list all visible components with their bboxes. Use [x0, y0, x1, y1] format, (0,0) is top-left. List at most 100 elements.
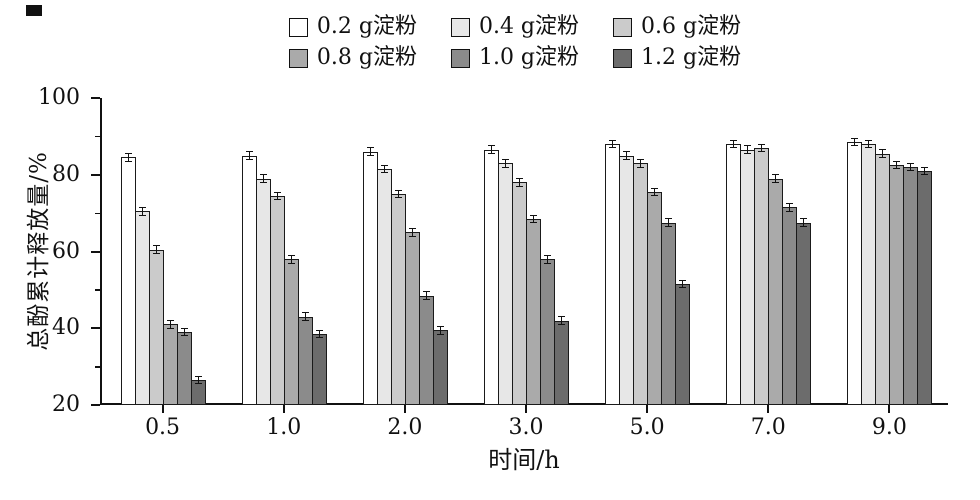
error-bar-cap-bottom	[744, 153, 752, 155]
error-bar-cap-bottom	[893, 168, 901, 170]
bar-0.2g淀粉-t2.0	[362, 151, 378, 405]
error-bar	[369, 147, 371, 156]
error-bar-cap-top	[758, 143, 766, 145]
legend-item-1.2 g淀粉: 1.2 g淀粉	[613, 47, 741, 69]
bar-1.0g淀粉-t7.0	[782, 207, 798, 405]
y-axis-major-tick	[91, 173, 100, 176]
error-bar-cap-bottom	[786, 210, 794, 212]
error-bar	[775, 174, 777, 183]
error-bar	[626, 151, 628, 160]
error-bar	[183, 328, 185, 336]
error-bar-cap-bottom	[665, 226, 673, 228]
error-bar-cap-top	[245, 151, 253, 153]
error-bar-cap-bottom	[730, 147, 738, 149]
error-bar-cap-top	[124, 153, 132, 155]
error-bar	[127, 153, 129, 162]
error-bar-cap-top	[851, 137, 859, 139]
bar-1.2g淀粉-t2.0	[432, 330, 448, 405]
error-bar	[248, 151, 250, 160]
error-bar	[155, 245, 157, 254]
y-axis-major-tick	[91, 404, 100, 406]
error-bar	[668, 218, 670, 227]
y-tick-label: 100	[38, 85, 80, 110]
legend-item-0.6 g淀粉: 0.6 g淀粉	[613, 16, 741, 38]
error-bar-cap-bottom	[651, 195, 659, 197]
error-bar-cap-bottom	[851, 145, 859, 147]
error-bar-cap-top	[665, 218, 673, 220]
error-bar-cap-bottom	[609, 147, 617, 149]
error-bar-cap-top	[502, 158, 509, 160]
x-axis-tick	[282, 405, 285, 413]
error-bar-cap-top	[800, 218, 808, 220]
legend-label: 0.6 g淀粉	[641, 14, 742, 39]
error-bar-cap-top	[408, 227, 416, 229]
bar-0.2g淀粉-t7.0	[726, 144, 742, 405]
y-tick-label: 60	[52, 238, 80, 264]
error-bar	[924, 167, 926, 175]
bar-0.8g淀粉-t9.0	[889, 165, 905, 405]
error-bar-cap-bottom	[558, 323, 565, 325]
error-bar-cap-top	[287, 254, 295, 256]
legend-label: 1.2 g淀粉	[641, 45, 742, 70]
error-bar-cap-bottom	[287, 262, 295, 264]
bar-0.8g淀粉-t0.5	[162, 324, 178, 405]
error-bar-cap-top	[865, 139, 873, 141]
bar-0.8g淀粉-t7.0	[768, 178, 784, 405]
error-bar	[612, 140, 614, 148]
y-tick-label: 20	[52, 392, 80, 417]
error-bar-cap-top	[558, 316, 565, 318]
error-bar-cap-bottom	[488, 153, 495, 155]
bar-0.4g淀粉-t2.0	[376, 168, 392, 405]
error-bar-cap-bottom	[422, 298, 430, 300]
bar-1.0g淀粉-t3.0	[540, 259, 555, 405]
error-bar-cap-top	[301, 312, 309, 314]
error-bar	[682, 280, 684, 288]
bar-0.6g淀粉-t9.0	[875, 153, 891, 405]
error-bar	[290, 255, 292, 263]
x-axis-tick	[403, 405, 406, 413]
bar-0.2g淀粉-t1.0	[241, 155, 257, 405]
error-bar	[896, 161, 898, 169]
error-bar-cap-top	[907, 162, 915, 164]
y-axis-minor-tick	[95, 135, 100, 138]
error-bar	[397, 190, 399, 198]
y-axis-major-tick	[91, 327, 100, 330]
bar-1.2g淀粉-t9.0	[917, 170, 933, 405]
x-axis-label: 时间/h	[488, 446, 560, 474]
bar-0.4g淀粉-t3.0	[498, 163, 513, 405]
error-bar-cap-top	[623, 151, 631, 153]
bar-0.4g淀粉-t9.0	[861, 144, 877, 405]
bar-0.2g淀粉-t9.0	[847, 142, 863, 405]
bar-1.0g淀粉-t1.0	[297, 316, 313, 405]
bar-0.2g淀粉-t0.5	[120, 157, 136, 405]
y-tick-label: 40	[52, 315, 80, 341]
error-bar-cap-top	[194, 375, 202, 377]
x-tick-label: 2.0	[387, 415, 423, 440]
error-bar	[640, 159, 642, 168]
error-bar	[747, 145, 749, 154]
legend-label: 0.2 g淀粉	[316, 14, 417, 39]
error-bar-cap-top	[488, 145, 495, 147]
error-bar-cap-top	[921, 166, 929, 168]
error-bar	[789, 203, 791, 212]
y-axis-major-tick	[91, 250, 100, 253]
bar-0.4g淀粉-t1.0	[255, 178, 271, 405]
error-bar-cap-top	[152, 245, 160, 247]
error-bar-cap-top	[651, 187, 659, 189]
error-bar-cap-bottom	[380, 172, 388, 174]
error-bar-cap-bottom	[502, 166, 509, 168]
error-bar	[533, 215, 534, 223]
x-axis-tick	[161, 405, 164, 413]
error-bar-cap-top	[530, 214, 537, 216]
bar-1.2g淀粉-t7.0	[796, 222, 812, 405]
x-axis-tick	[646, 405, 649, 413]
x-tick-label: 7.0	[750, 415, 786, 440]
bar-0.6g淀粉-t1.0	[269, 195, 285, 405]
error-bar-cap-bottom	[180, 335, 188, 337]
error-bar-cap-bottom	[921, 174, 929, 176]
bar-0.8g淀粉-t5.0	[647, 192, 663, 405]
y-tick-label: 80	[52, 161, 80, 187]
error-bar-cap-bottom	[772, 181, 780, 183]
error-bar-cap-top	[366, 147, 374, 149]
bar-1.0g淀粉-t2.0	[418, 295, 434, 405]
